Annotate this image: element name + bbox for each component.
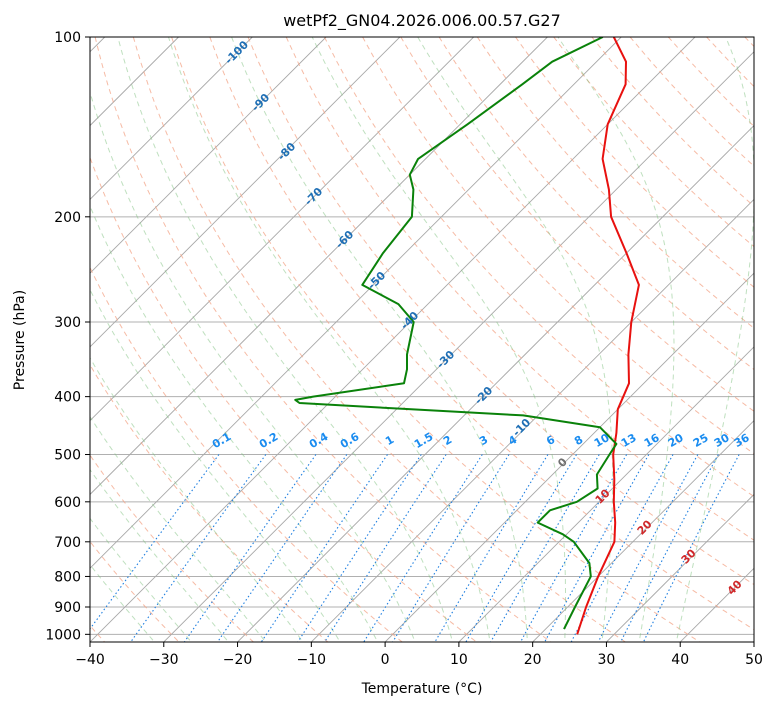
x-tick-label: −40 [75,652,105,668]
y-tick-label: 900 [54,600,81,616]
y-tick-label: 100 [54,30,81,46]
x-tick-label: −10 [297,652,327,668]
y-tick-label: 600 [54,495,81,511]
x-tick-label: 20 [524,652,542,668]
y-tick-label: 300 [54,315,81,331]
y-tick-label: 700 [54,535,81,551]
x-tick-label: 10 [450,652,468,668]
y-tick-label: 500 [54,448,81,464]
y-axis-label: Pressure (hPa) [12,290,28,390]
y-tick-label: 800 [54,569,81,585]
x-tick-label: 50 [745,652,763,668]
x-tick-label: 0 [381,652,390,668]
chart-title: wetPf2_GN04.2026.006.00.57.G27 [283,11,561,31]
y-tick-label: 400 [54,390,81,406]
y-tick-label: 1000 [45,627,81,643]
x-tick-label: −30 [149,652,179,668]
x-tick-label: −20 [223,652,253,668]
y-tick-label: 200 [54,210,81,226]
x-tick-label: 40 [671,652,689,668]
x-tick-label: 30 [598,652,616,668]
x-axis-label: Temperature (°C) [361,681,483,697]
